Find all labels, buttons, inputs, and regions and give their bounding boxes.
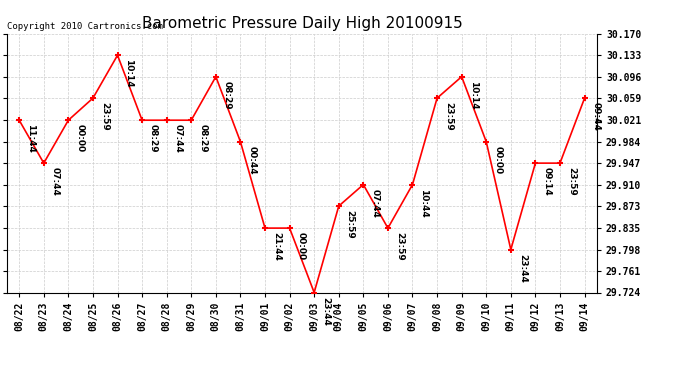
Title: Barometric Pressure Daily High 20100915: Barometric Pressure Daily High 20100915	[141, 16, 462, 31]
Text: 21:44: 21:44	[272, 232, 281, 261]
Text: 23:59: 23:59	[444, 102, 453, 131]
Text: 00:44: 00:44	[248, 146, 257, 174]
Text: 23:44: 23:44	[518, 254, 526, 283]
Text: 25:59: 25:59	[346, 210, 355, 239]
Text: 08:29: 08:29	[223, 81, 232, 110]
Text: 00:00: 00:00	[297, 232, 306, 260]
Text: 00:00: 00:00	[75, 124, 84, 153]
Text: 07:44: 07:44	[51, 167, 60, 196]
Text: 00:00: 00:00	[493, 146, 502, 174]
Text: 23:59: 23:59	[100, 102, 109, 131]
Text: 07:44: 07:44	[174, 124, 183, 153]
Text: 09:44: 09:44	[591, 102, 600, 131]
Text: 23:59: 23:59	[395, 232, 404, 261]
Text: 10:14: 10:14	[124, 59, 133, 88]
Text: 11:44: 11:44	[26, 124, 35, 153]
Text: 23:44: 23:44	[321, 297, 330, 326]
Text: 08:29: 08:29	[198, 124, 207, 153]
Text: Copyright 2010 Cartronics.com: Copyright 2010 Cartronics.com	[7, 22, 163, 31]
Text: 08:29: 08:29	[149, 124, 158, 153]
Text: 10:14: 10:14	[469, 81, 477, 110]
Text: 09:14: 09:14	[542, 167, 551, 196]
Text: 10:44: 10:44	[420, 189, 428, 218]
Text: 23:59: 23:59	[567, 167, 576, 196]
Text: 07:44: 07:44	[371, 189, 380, 218]
